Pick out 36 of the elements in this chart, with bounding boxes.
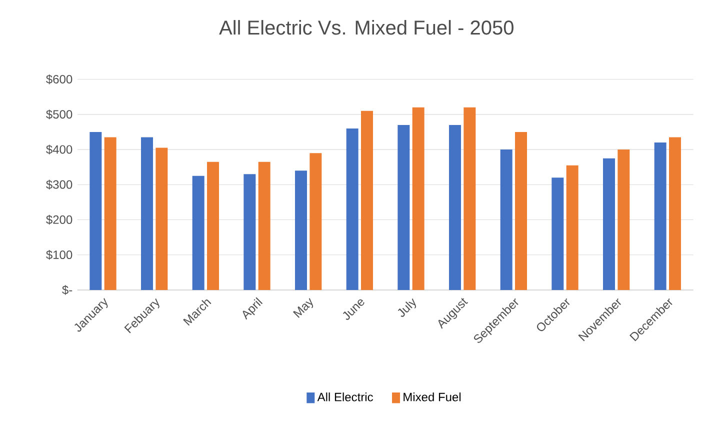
bar <box>192 176 204 290</box>
bar <box>156 148 168 290</box>
bar <box>654 142 666 290</box>
y-tick-label: $600 <box>46 74 72 84</box>
bar <box>500 150 512 290</box>
bar <box>398 124 410 290</box>
y-tick-label: $- <box>62 285 72 295</box>
legend-label: Mixed Fuel <box>404 392 461 402</box>
bar <box>464 107 476 290</box>
legend-label: All Electric <box>317 392 373 402</box>
bar <box>346 128 358 290</box>
chart-title: All Electric Vs. Mixed Fuel - 2050 <box>219 20 514 35</box>
x-tick-label: May <box>293 298 314 318</box>
bar <box>244 174 256 290</box>
bar <box>449 124 461 290</box>
y-tick-label: $300 <box>46 180 72 190</box>
bar <box>603 158 615 290</box>
bar <box>412 107 424 290</box>
bar <box>515 132 527 290</box>
bar <box>668 137 681 290</box>
bar <box>618 150 630 290</box>
bar <box>90 132 102 290</box>
bar <box>104 137 116 290</box>
x-tick-label: July <box>398 298 416 317</box>
bar <box>207 162 219 290</box>
bar <box>566 165 578 290</box>
bar <box>141 137 154 290</box>
bar <box>310 153 322 290</box>
bar <box>552 178 564 290</box>
bar <box>295 170 307 290</box>
y-tick-label: $100 <box>46 250 72 260</box>
y-tick-label: $200 <box>46 214 72 225</box>
y-tick-label: $500 <box>46 110 72 120</box>
bar <box>361 110 373 290</box>
y-tick-label: $400 <box>46 144 72 154</box>
bar <box>258 162 270 290</box>
